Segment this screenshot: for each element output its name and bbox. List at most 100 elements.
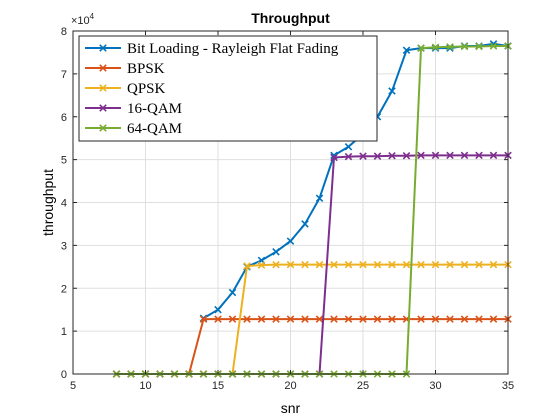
data-point-marker <box>460 151 469 160</box>
data-point-marker <box>475 42 483 51</box>
data-point-marker <box>272 260 280 269</box>
data-point-marker <box>214 315 222 323</box>
data-point-marker <box>446 151 454 160</box>
legend-marker <box>99 64 107 72</box>
legend-label: 64-QAM <box>127 121 182 137</box>
axes: 5 10 15 20 25 30 35 0 1 2 3 4 5 6 7 8 <box>61 26 514 392</box>
y-axis-exponent: ×104 <box>71 12 95 27</box>
legend-item-2: BPSK <box>85 61 165 77</box>
data-point-marker <box>243 315 251 323</box>
data-point-marker <box>373 260 382 269</box>
data-point-marker <box>431 260 440 269</box>
data-point-marker <box>388 315 396 323</box>
y-tick-label: 3 <box>61 240 67 252</box>
data-point-marker <box>373 152 382 160</box>
data-point-marker <box>446 315 454 323</box>
data-point-marker <box>330 315 338 323</box>
data-point-marker <box>359 260 367 269</box>
legend-label: BPSK <box>127 61 165 77</box>
data-point-marker <box>373 315 382 323</box>
x-tick-label: 10 <box>139 380 151 392</box>
y-tick-label: 4 <box>61 198 67 210</box>
x-tick-label: 15 <box>212 380 224 392</box>
legend-label: 16-QAM <box>127 101 182 117</box>
legend-marker <box>99 124 107 132</box>
data-point-marker <box>402 46 411 55</box>
legend-item-3: QPSK <box>85 81 166 97</box>
data-point-marker <box>272 315 280 323</box>
y-axis-label: throughput <box>40 169 56 236</box>
data-point-marker <box>388 260 396 269</box>
legend-item-4: 16-QAM <box>85 101 182 117</box>
data-point-marker <box>402 260 411 269</box>
data-point-marker <box>272 248 280 256</box>
data-point-marker <box>315 260 324 269</box>
y-tick-label: 8 <box>61 26 67 38</box>
legend-marker <box>99 44 107 52</box>
legend-marker <box>99 84 107 92</box>
x-tick-label: 5 <box>70 380 76 392</box>
data-point-marker <box>475 260 483 269</box>
data-point-marker <box>417 151 425 160</box>
legend-label: Bit Loading - Rayleigh Flat Fading <box>127 41 339 57</box>
data-point-marker <box>301 315 309 323</box>
legend-marker <box>99 104 107 112</box>
y-tick-label: 0 <box>61 369 67 381</box>
data-point-marker <box>199 315 208 323</box>
y-exponent-power: 4 <box>90 12 95 21</box>
data-point-marker <box>228 315 237 323</box>
y-tick-label: 5 <box>61 155 67 167</box>
y-tick-label: 2 <box>61 283 67 295</box>
data-point-marker <box>344 315 353 323</box>
data-point-marker <box>359 315 367 323</box>
data-point-marker <box>388 87 396 95</box>
data-point-marker <box>446 260 454 269</box>
data-point-marker <box>402 152 411 160</box>
data-point-marker <box>228 288 237 297</box>
legend-box <box>78 35 378 142</box>
data-point-marker <box>475 315 483 323</box>
data-point-marker <box>489 260 498 269</box>
data-point-marker <box>388 152 396 160</box>
x-tick-label: 25 <box>357 380 369 392</box>
data-point-marker <box>330 153 338 162</box>
data-point-marker <box>460 315 469 323</box>
data-point-marker <box>431 315 440 323</box>
x-tick-label: 35 <box>502 380 514 392</box>
y-tick-label: 6 <box>61 112 67 124</box>
data-point-marker <box>431 151 440 160</box>
data-point-marker <box>301 260 309 269</box>
data-point-marker <box>417 315 425 323</box>
data-point-marker <box>286 237 295 245</box>
x-axis-label: snr <box>281 400 301 416</box>
legend-item-5: 64-QAM <box>85 121 182 137</box>
data-point-marker <box>489 315 498 323</box>
data-point-marker <box>315 315 324 323</box>
data-point-marker <box>344 142 353 151</box>
y-exponent-base: ×10 <box>71 15 90 27</box>
data-point-marker <box>344 152 353 161</box>
y-tick-label: 7 <box>61 69 67 81</box>
data-point-marker <box>431 43 440 52</box>
x-tick-label: 30 <box>429 380 441 392</box>
data-point-marker <box>344 260 353 269</box>
chart-title: Throughput <box>251 10 330 26</box>
data-point-marker <box>214 305 222 314</box>
data-point-marker <box>330 260 338 269</box>
data-point-marker <box>489 151 498 160</box>
legend: Bit Loading - Rayleigh Flat Fading BPSK QP… <box>78 35 378 142</box>
data-point-marker <box>286 315 295 323</box>
data-point-marker <box>359 152 367 160</box>
data-point-marker <box>475 151 483 160</box>
data-point-marker <box>460 260 469 269</box>
data-point-marker <box>460 42 469 51</box>
data-point-marker <box>286 260 295 269</box>
data-point-marker <box>257 261 266 269</box>
data-point-marker <box>446 43 454 51</box>
data-point-marker <box>417 260 425 269</box>
data-point-marker <box>257 315 266 323</box>
data-point-marker <box>243 262 251 270</box>
legend-label: QPSK <box>127 81 166 97</box>
data-point-marker <box>489 42 498 50</box>
